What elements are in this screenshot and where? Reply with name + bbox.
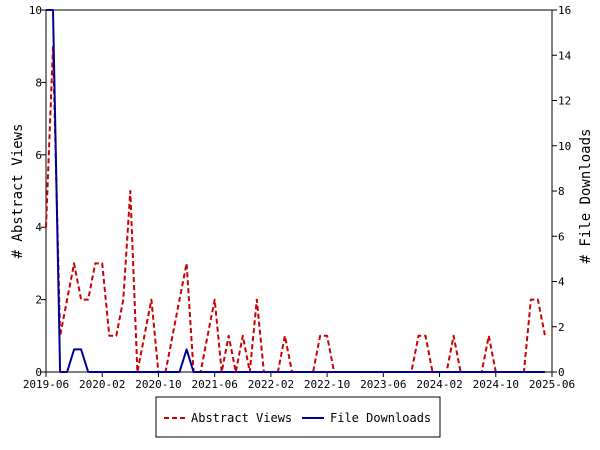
y-right-tick-label: 8 xyxy=(558,185,565,198)
y-right-tick-label: 6 xyxy=(558,230,565,243)
x-tick-label: 2024-10 xyxy=(473,378,519,391)
x-tick-label: 2024-02 xyxy=(416,378,462,391)
x-tick-label: 2023-06 xyxy=(360,378,406,391)
y-axis-right: 0 2 4 6 8 10 12 14 16 xyxy=(552,4,572,379)
series-line-file-downloads xyxy=(46,9,545,373)
y-right-tick-label: 4 xyxy=(558,276,565,289)
y-right-tick-label: 0 xyxy=(558,366,565,379)
y-right-tick-label: 2 xyxy=(558,321,565,334)
x-tick-label: 2022-02 xyxy=(248,378,294,391)
x-tick-label: 2020-02 xyxy=(79,378,125,391)
x-tick-label: 2025-06 xyxy=(529,378,575,391)
series-layer xyxy=(45,9,546,373)
x-tick-label: 2020-10 xyxy=(135,378,181,391)
y-left-tick-label: 6 xyxy=(35,149,42,162)
y-left-tick-label: 8 xyxy=(35,76,42,89)
legend: Abstract Views File Downloads xyxy=(155,396,441,438)
legend-label-abstract-views: Abstract Views xyxy=(191,411,292,425)
plot-area xyxy=(45,9,553,373)
x-tick-label: 2021-06 xyxy=(191,378,237,391)
y-axis-left: 0 2 4 6 8 10 xyxy=(29,4,46,379)
y-left-tick-label: 4 xyxy=(35,221,42,234)
y-left-tick-label: 2 xyxy=(35,294,42,307)
legend-label-file-downloads: File Downloads xyxy=(330,411,431,425)
y-left-tick-label: 10 xyxy=(29,4,42,17)
y-right-tick-label: 12 xyxy=(558,95,571,108)
y-right-tick-label: 16 xyxy=(558,4,571,17)
x-tick-label: 2022-10 xyxy=(304,378,350,391)
x-axis: 2019-06 2020-02 2020-10 2021-06 2022-02 2022-… xyxy=(23,372,575,391)
y-axis-right-title: # File Downloads xyxy=(578,129,594,264)
y-right-tick-label: 14 xyxy=(558,49,572,62)
legend-box xyxy=(155,396,441,438)
y-right-tick-label: 10 xyxy=(558,140,571,153)
y-left-tick-label: 0 xyxy=(35,366,42,379)
y-axis-left-title: # Abstract Views xyxy=(10,124,26,259)
x-tick-label: 2019-06 xyxy=(23,378,69,391)
